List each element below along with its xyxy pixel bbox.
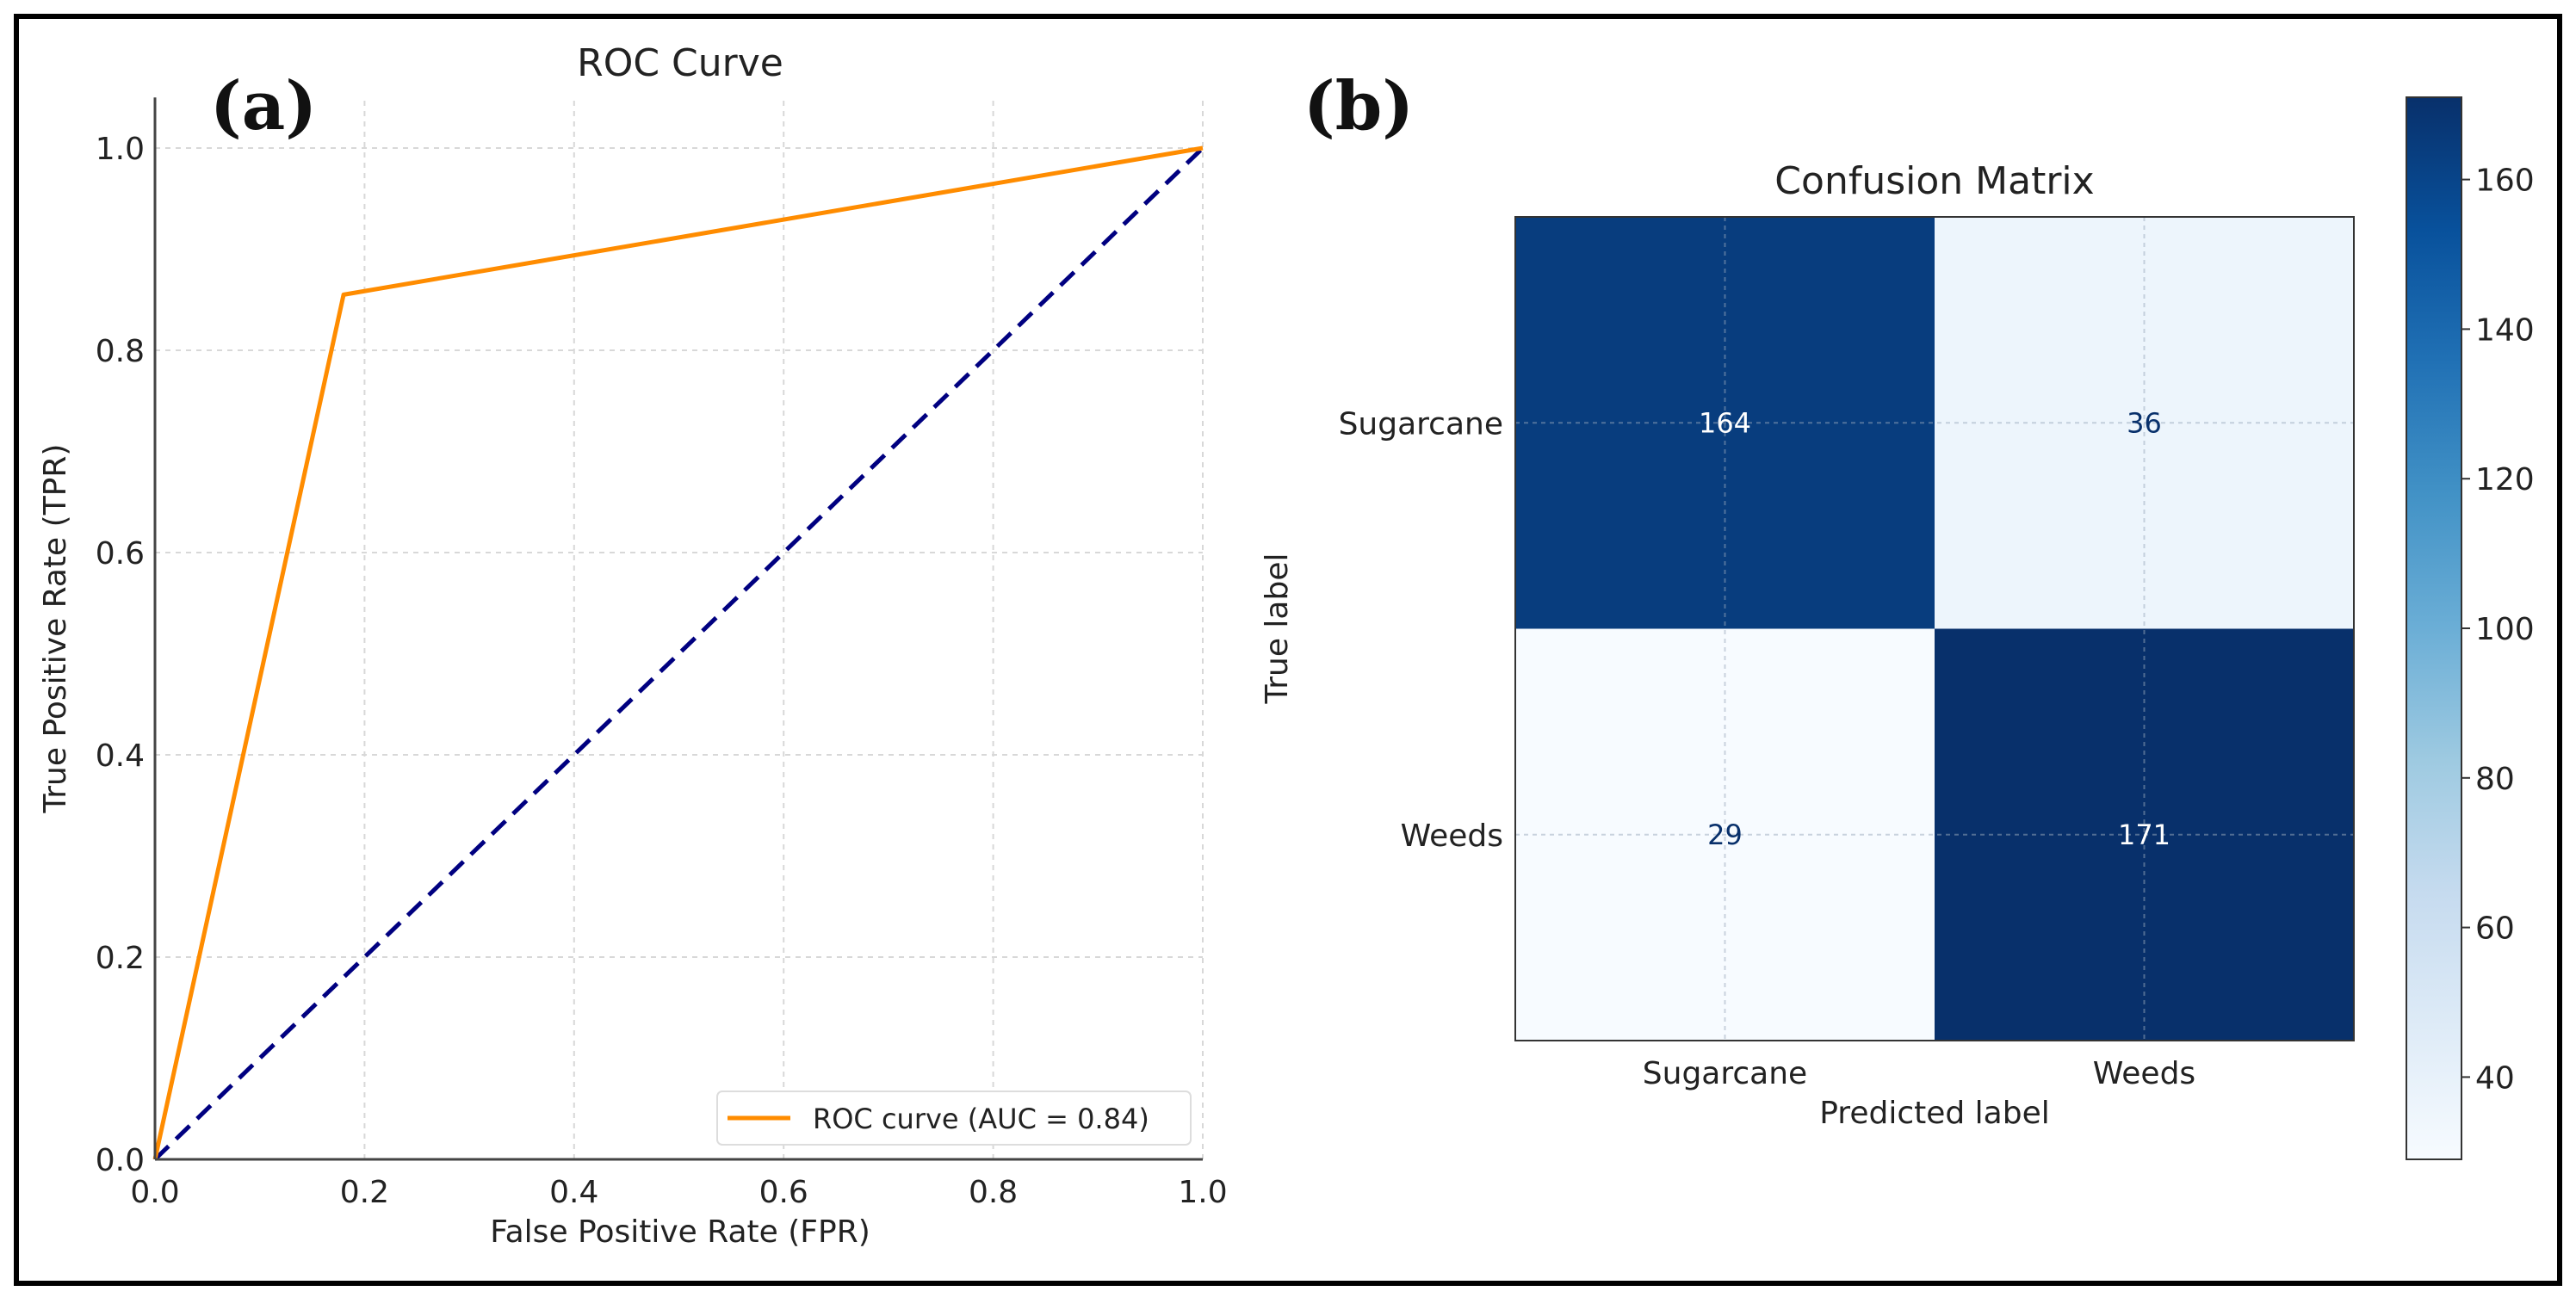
roc-legend: ROC curve (AUC = 0.84) bbox=[716, 1090, 1192, 1146]
cell-value: 171 bbox=[2118, 819, 2170, 851]
x-tick-label: 0.4 bbox=[549, 1175, 598, 1210]
y-tick-label: 0.8 bbox=[96, 334, 145, 369]
roc-xlabel: False Positive Rate (FPR) bbox=[490, 1214, 870, 1250]
roc-title: ROC Curve bbox=[577, 41, 783, 85]
cm-title: Confusion Matrix bbox=[1774, 159, 2094, 203]
x-tick-label: Sugarcane bbox=[1643, 1056, 1807, 1091]
colorbar-tick-label: 40 bbox=[2475, 1060, 2515, 1096]
roc-chart: (a) ROC Curve 0.0 0.2 0.4 0.6 0.8 1.0 0.0 0.2 0.… bbox=[38, 41, 1228, 1250]
panel-label-b: (b) bbox=[1303, 67, 1414, 145]
roc-curve-line bbox=[152, 145, 1204, 1160]
x-tick-label: Weeds bbox=[2093, 1056, 2195, 1091]
y-tick-label: 0.0 bbox=[96, 1143, 145, 1178]
x-tick-label: 0.8 bbox=[969, 1175, 1018, 1210]
roc-ylabel: True Positive Rate (TPR) bbox=[38, 444, 73, 814]
cell-value: 29 bbox=[1707, 819, 1743, 851]
y-tick-label: 0.2 bbox=[96, 941, 145, 976]
colorbar-tick-label: 160 bbox=[2475, 164, 2535, 199]
colorbar-tick-label: 140 bbox=[2475, 312, 2535, 348]
y-tick-label: Sugarcane bbox=[1339, 406, 1503, 442]
x-tick-label: 0.2 bbox=[340, 1175, 389, 1210]
colorbar-tick-label: 120 bbox=[2475, 462, 2535, 497]
y-tick-label: 0.6 bbox=[96, 536, 145, 572]
chance-line bbox=[153, 146, 1204, 1161]
colorbar bbox=[2406, 96, 2462, 1160]
x-tick-label: 0.0 bbox=[130, 1175, 179, 1210]
matrix-frame bbox=[1514, 216, 2355, 1041]
cell-value: 164 bbox=[1699, 406, 1751, 439]
cell-value: 36 bbox=[2127, 406, 2162, 439]
legend-label-roc: ROC curve (AUC = 0.84) bbox=[813, 1103, 1149, 1135]
y-tick-label: 0.4 bbox=[96, 738, 145, 774]
y-tick-label: Weeds bbox=[1401, 819, 1503, 854]
colorbar-tick-label: 60 bbox=[2475, 911, 2515, 947]
legend-box bbox=[716, 1090, 1192, 1146]
confusion-matrix-chart: (b) Confusion Matrix 164 36 29 171 Sugarcan… bbox=[1260, 67, 2535, 1160]
x-tick-label: 0.6 bbox=[759, 1175, 808, 1210]
colorbar-tick-label: 100 bbox=[2475, 612, 2535, 647]
cm-ylabel: True label bbox=[1260, 553, 1295, 705]
cm-xlabel: Predicted label bbox=[1819, 1096, 2050, 1131]
colorbar-tick-label: 80 bbox=[2475, 762, 2515, 797]
y-tick-label: 1.0 bbox=[96, 132, 145, 167]
x-tick-label: 1.0 bbox=[1178, 1175, 1227, 1210]
panel-label-a: (a) bbox=[210, 67, 317, 145]
